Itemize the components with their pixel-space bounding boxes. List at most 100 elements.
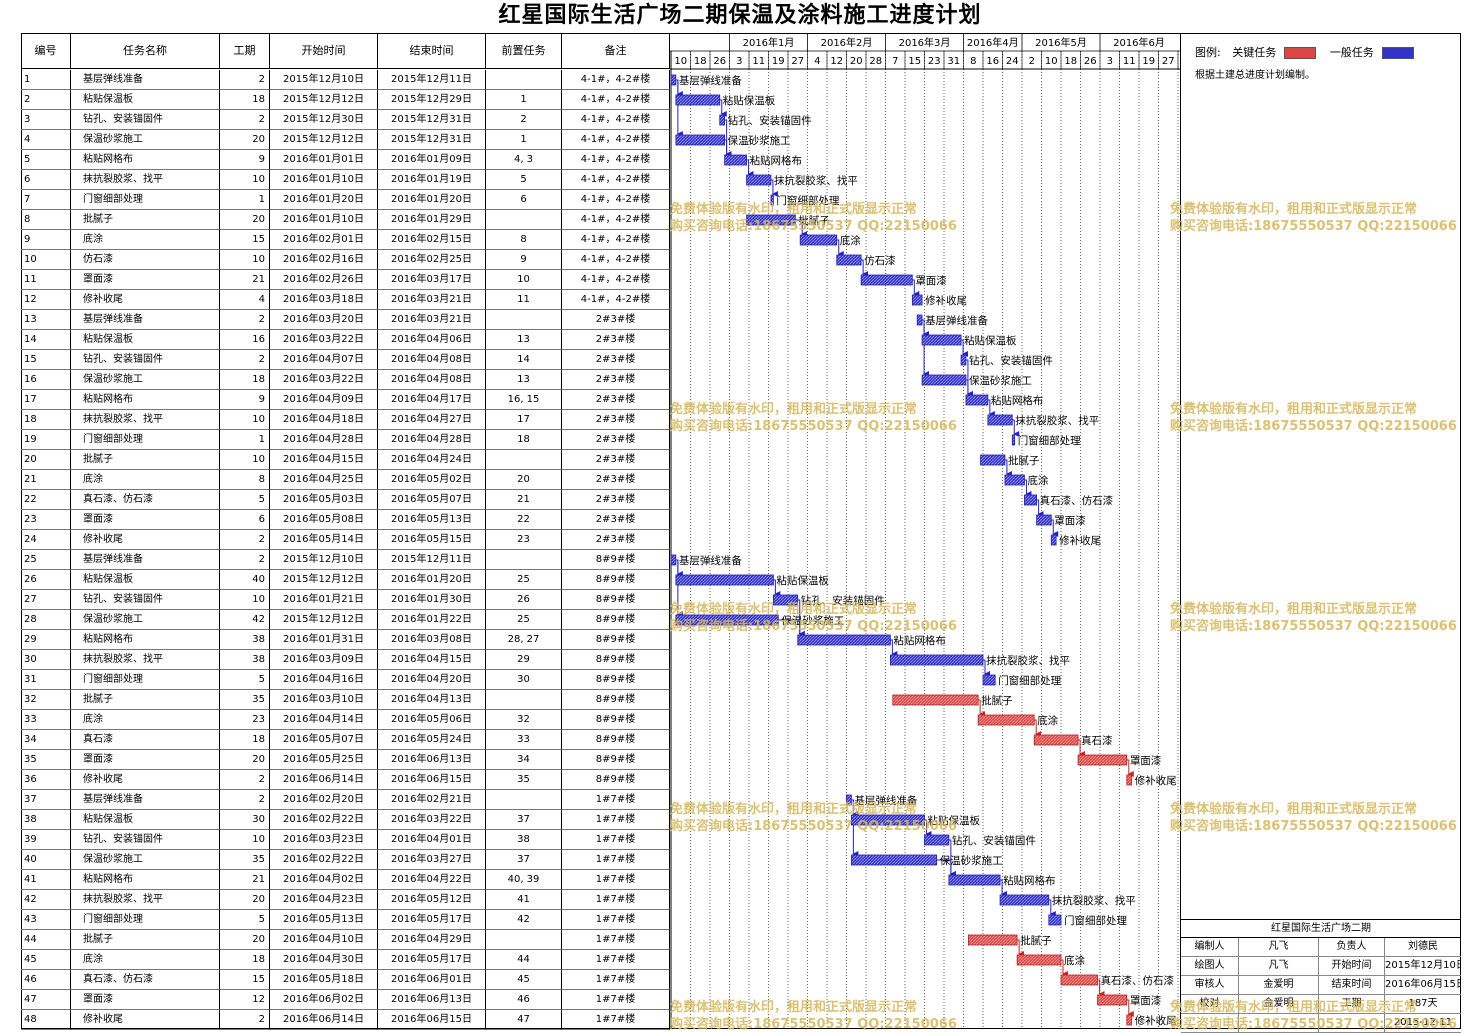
info-cell: 187天 [1408,998,1438,1009]
cell-start: 2016年05月07日 [270,730,378,750]
cell-duration: 38 [220,630,270,650]
task-bar [799,234,838,246]
cell-note: 2#3#楼 [562,530,670,550]
cell-name: 钻孔、安装锚固件 [71,830,220,850]
task-bar-label: 底涂 [1027,474,1049,487]
table-row: 40 保温砂浆施工 35 2016年02月22日 2016年03月27日 37 1#7#楼 [21,850,670,870]
legend-critical-swatch [1284,47,1317,59]
cell-note: 4-1#，4-2#楼 [562,70,670,90]
cell-id: 27 [21,590,71,610]
dependency-arrow [851,799,859,857]
cell-id: 5 [21,150,71,170]
cell-id: 24 [21,530,71,550]
cell-note: 2#3#楼 [562,450,670,470]
cell-duration: 2 [220,310,270,330]
info-cell: 金爱明 [1239,995,1319,1013]
cell-pred: 11 [486,290,562,310]
cell-duration: 1 [220,190,270,210]
cell-name: 门窗细部处理 [71,910,220,930]
dependency-arrow [746,159,754,177]
table-row: 36 修补收尾 2 2016年06月14日 2016年06月15日 35 8#9#楼 [21,770,670,790]
dependency-arrow [961,339,969,357]
cell-note: 4-1#，4-2#楼 [562,130,670,150]
critical-task-bar [1016,954,1062,966]
task-bar-label: 底涂 [1037,714,1059,727]
cell-end: 2016年05月12日 [378,890,486,910]
info-row: 绘图人 凡飞 开始时间 2015年12月10日 [1181,957,1461,976]
task-bar-label: 修补收尾 [1135,1014,1177,1027]
header-notes: 备注 [562,33,670,69]
cell-note: 1#7#楼 [562,950,670,970]
table-row: 6 抹抗裂胶浆、找平 10 2016年01月10日 2016年01月19日 5 4-1#，4… [21,170,670,190]
cell-start: 2016年04月07日 [270,350,378,370]
cell-note: 2#3#楼 [562,310,670,330]
cell-pred: 35 [486,770,562,790]
info-cell: 刘德民 [1408,941,1438,952]
cell-id: 22 [21,490,71,510]
day-tick-label: 19 [1142,56,1155,67]
cell-name: 修补收尾 [71,290,220,310]
day-tick-label: 12 [830,56,843,67]
cell-start: 2016年01月10日 [270,170,378,190]
cell-end: 2016年02月21日 [378,790,486,810]
cell-start: 2016年04月14日 [270,710,378,730]
cell-note: 1#7#楼 [562,970,670,990]
cell-id: 30 [21,650,71,670]
task-bar [675,134,726,146]
cell-start: 2016年01月31日 [270,630,378,650]
table-row: 7 门窗细部处理 1 2016年01月20日 2016年01月20日 6 4-1#，4-2#… [21,190,670,210]
table-row: 5 粘贴网格布 9 2016年01月01日 2016年01月09日 4, 3 4-1#，4-… [21,150,670,170]
task-bar [1011,434,1016,446]
critical-task-bar [892,694,979,706]
task-bar [860,274,913,286]
cell-note: 4-1#，4-2#楼 [562,270,670,290]
task-bar [772,594,799,606]
info-cell: 工期 [1319,995,1385,1013]
critical-task-bar [1033,734,1079,746]
task-bar-label: 批腻子 [1008,454,1040,467]
task-table: 编号 任务名称 工期 开始时间 结束时间 前置任务 备注 1 基层弹线准备 2 201… [21,33,670,1030]
dependency-arrow [978,699,986,717]
cell-name: 基层弹线准备 [71,310,220,330]
table-row: 29 粘贴网格布 38 2016年01月31日 2016年03月08日 28, 27 8#9… [21,630,670,650]
cell-id: 34 [21,730,71,750]
task-bar-label: 罩面漆 [1054,514,1086,527]
cell-start: 2016年03月22日 [270,370,378,390]
cell-note: 8#9#楼 [562,610,670,630]
info-row: 校对 金爱明 工期 187天 [1181,995,1461,1014]
info-cell: 2016年06月15日 [1385,979,1461,990]
cell-pred [486,210,562,230]
cell-start: 2016年05月08日 [270,510,378,530]
cell-note: 4-1#，4-2#楼 [562,210,670,230]
cell-end: 2016年04月17日 [378,390,486,410]
cell-pred [486,310,562,330]
cell-end: 2016年01月20日 [378,190,486,210]
cell-note: 4-1#，4-2#楼 [562,290,670,310]
cell-name: 批腻子 [71,450,220,470]
cell-name: 粘贴保温板 [71,330,220,350]
task-bar [670,554,677,566]
cell-name: 底涂 [71,230,220,250]
day-tick-label: 31 [947,56,960,67]
cell-pred: 4, 3 [486,150,562,170]
dependency-arrow [1048,899,1056,917]
cell-end: 2016年05月17日 [378,950,486,970]
cell-name: 粘贴保温板 [71,810,220,830]
dependency-arrow [1126,999,1134,1017]
cell-end: 2016年05月07日 [378,490,486,510]
cell-duration: 4 [220,290,270,310]
cell-start: 2016年04月25日 [270,470,378,490]
cell-pred: 41 [486,890,562,910]
table-row: 17 粘贴网格布 9 2016年04月09日 2016年04月17日 16, 15 2#3#… [21,390,670,410]
cell-duration: 5 [220,490,270,510]
task-bar-label: 粘贴保温板 [928,814,981,827]
dependency-arrow [724,119,732,157]
cell-pred: 5 [486,170,562,190]
day-tick-label: 11 [752,56,765,67]
cell-start: 2016年02月01日 [270,230,378,250]
cell-duration: 2 [220,530,270,550]
day-tick-label: 19 [772,56,785,67]
cell-pred: 21 [486,490,562,510]
task-bar-label: 基层弹线准备 [854,794,917,807]
cell-duration: 2 [220,110,270,130]
